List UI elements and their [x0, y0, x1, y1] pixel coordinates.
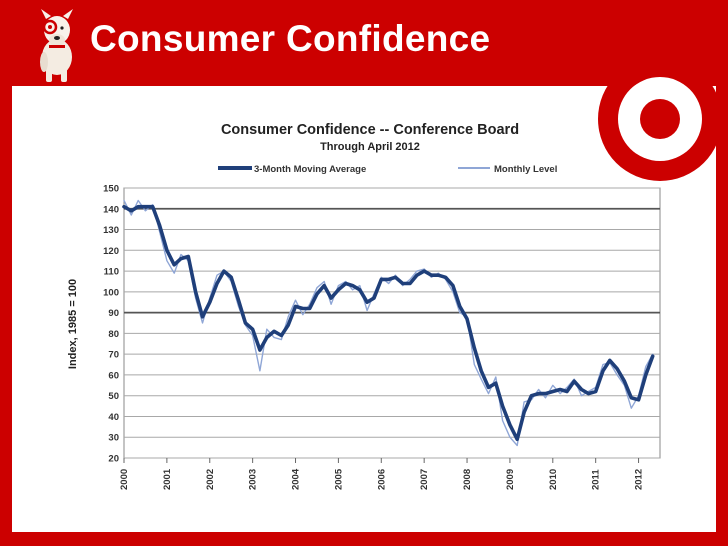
target-logo-icon: ®	[598, 73, 720, 181]
chart-title: Consumer Confidence -- Conference Board	[221, 122, 519, 138]
x-tick-label: 2011	[591, 469, 602, 490]
y-tick-label: 150	[103, 184, 119, 195]
y-tick-label: 80	[108, 329, 119, 340]
y-tick-label: 130	[103, 225, 119, 236]
chart-grid	[123, 187, 661, 463]
y-tick-label: 70	[108, 350, 119, 361]
chart-subtitle: Through April 2012	[320, 141, 420, 153]
chart-legend: 3-Month Moving Average Monthly Level	[218, 164, 557, 175]
series-line-moving-average	[122, 204, 655, 442]
x-tick-label: 2001	[162, 468, 173, 490]
y-tick-label: 120	[103, 246, 119, 257]
y-tick-label: 90	[108, 308, 119, 319]
chart-series	[122, 199, 655, 447]
y-tick-label: 20	[108, 454, 119, 465]
x-tick-label: 2005	[333, 468, 344, 490]
y-tick-label: 100	[103, 287, 119, 298]
consumer-confidence-chart: 20 30 40 50 60 70 80 90 100 110 120 130 140 150 2000 20…	[67, 122, 661, 491]
x-tick-label: 2006	[376, 469, 387, 490]
y-axis-label: Index, 1985 = 100	[67, 279, 79, 369]
y-tick-label: 30	[108, 433, 119, 444]
y-tick-label: 40	[108, 412, 119, 423]
y-tick-label: 50	[108, 391, 119, 402]
y-tick-label: 140	[103, 204, 119, 215]
x-tick-label: 2012	[634, 469, 645, 490]
y-tick-label: 60	[108, 370, 119, 381]
x-tick-label: 2002	[205, 469, 216, 490]
chart-labels: 20 30 40 50 60 70 80 90 100 110 120 130 140 150 2000 20…	[103, 184, 644, 491]
x-tick-label: 2003	[248, 469, 259, 490]
x-tick-label: 2004	[291, 468, 302, 490]
slide-title: Consumer Confidence	[90, 18, 491, 59]
x-tick-label: 2010	[548, 469, 559, 490]
bullseye-dog-icon	[40, 9, 73, 82]
x-tick-label: 2000	[119, 469, 130, 490]
slide-header: Consumer Confidence	[0, 0, 728, 84]
x-tick-label: 2009	[505, 469, 516, 490]
y-tick-label: 110	[104, 267, 119, 278]
legend-label-moving-average: 3-Month Moving Average	[254, 164, 366, 175]
plot-area	[123, 187, 661, 459]
svg-text:®: ®	[688, 155, 695, 165]
x-tick-label: 2007	[419, 469, 430, 490]
legend-label-monthly-level: Monthly Level	[494, 164, 557, 175]
x-tick-label: 2008	[462, 469, 473, 490]
